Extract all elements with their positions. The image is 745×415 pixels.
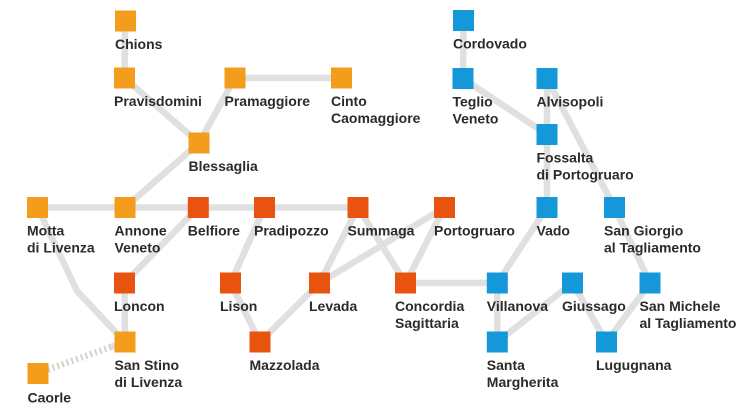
svg-text:San Stino: San Stino	[115, 357, 180, 373]
svg-text:Mazzolada: Mazzolada	[250, 357, 320, 373]
svg-text:Motta: Motta	[27, 223, 65, 239]
svg-text:Portogruaro: Portogruaro	[434, 223, 515, 239]
svg-text:Alvisopoli: Alvisopoli	[537, 94, 604, 110]
svg-text:San Giorgio: San Giorgio	[604, 223, 683, 239]
svg-text:al Tagliamento: al Tagliamento	[640, 315, 737, 331]
svg-text:Annone: Annone	[115, 223, 167, 239]
svg-text:Lison: Lison	[220, 298, 257, 314]
svg-text:Caomaggiore: Caomaggiore	[331, 110, 421, 126]
svg-text:di Livenza: di Livenza	[115, 374, 183, 390]
svg-text:Pradipozzo: Pradipozzo	[254, 223, 329, 239]
svg-text:Chions: Chions	[115, 36, 163, 52]
svg-text:Summaga: Summaga	[348, 223, 415, 239]
svg-text:Margherita: Margherita	[487, 374, 559, 390]
svg-text:Teglio: Teglio	[453, 94, 493, 110]
svg-text:San Michele: San Michele	[640, 298, 721, 314]
svg-text:Giussago: Giussago	[562, 298, 626, 314]
svg-text:Sagittaria: Sagittaria	[395, 315, 459, 331]
svg-text:Cinto: Cinto	[331, 93, 367, 109]
svg-text:Loncon: Loncon	[114, 298, 165, 314]
svg-text:al Tagliamento: al Tagliamento	[604, 240, 701, 256]
svg-text:di Livenza: di Livenza	[27, 240, 95, 256]
svg-text:Veneto: Veneto	[453, 111, 499, 127]
svg-text:Villanova: Villanova	[487, 298, 548, 314]
svg-text:Blessaglia: Blessaglia	[189, 158, 258, 174]
svg-text:Vado: Vado	[537, 223, 570, 239]
svg-text:Concordia: Concordia	[395, 298, 464, 314]
svg-text:Veneto: Veneto	[115, 240, 161, 256]
svg-text:Levada: Levada	[309, 298, 357, 314]
svg-text:Pramaggiore: Pramaggiore	[225, 93, 311, 109]
svg-text:Lugugnana: Lugugnana	[596, 357, 672, 373]
svg-text:Pravisdomini: Pravisdomini	[114, 93, 202, 109]
svg-text:Fossalta: Fossalta	[537, 150, 594, 166]
svg-text:Santa: Santa	[487, 357, 525, 373]
svg-text:di Portogruaro: di Portogruaro	[537, 167, 634, 183]
svg-text:Caorle: Caorle	[28, 390, 72, 406]
svg-text:Belfiore: Belfiore	[188, 223, 240, 239]
svg-text:Cordovado: Cordovado	[453, 36, 527, 52]
